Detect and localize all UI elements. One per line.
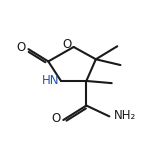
Text: O: O [17,41,26,54]
Text: HN: HN [42,74,59,87]
Text: O: O [62,38,71,51]
Text: O: O [52,112,61,125]
Text: NH₂: NH₂ [114,109,136,122]
